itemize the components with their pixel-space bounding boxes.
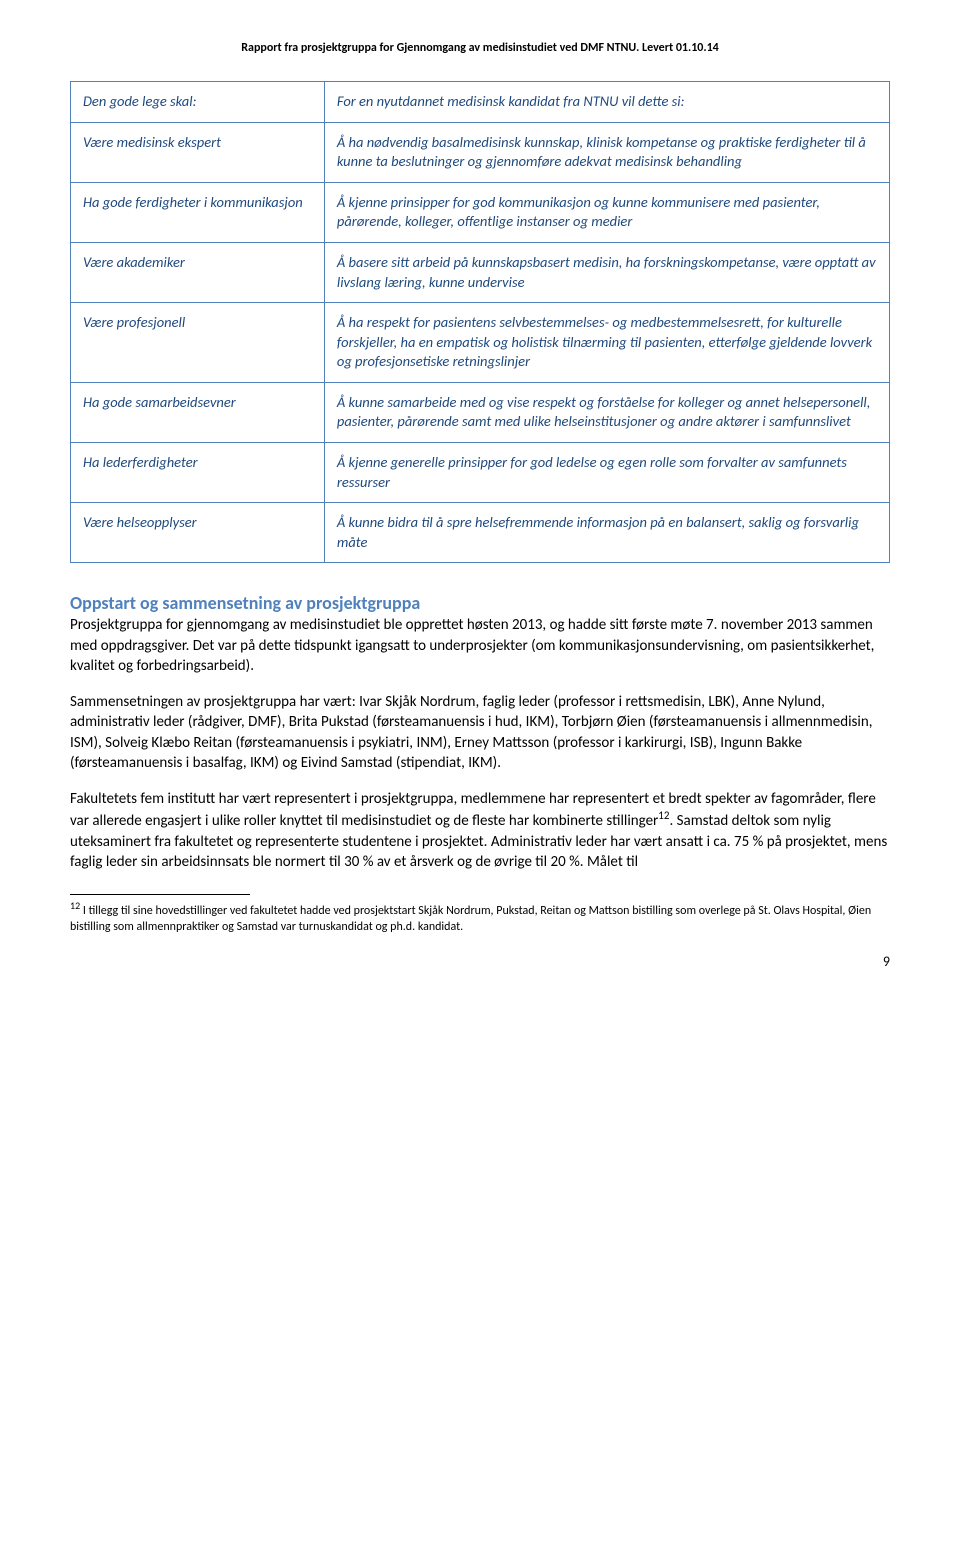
footnote-marker: 12 [70,899,80,912]
table-cell-left: Være medisinsk ekspert [71,122,325,182]
table-cell-left: Være akademiker [71,243,325,303]
footnote-12: 12 I tillegg til sine hovedstillinger ve… [70,899,890,935]
section-heading: Oppstart og sammensetning av prosjektgru… [70,592,420,614]
table-row: Den gode lege skal:For en nyutdannet med… [71,82,890,123]
table-row: Ha gode ferdigheter i kommunikasjonÅ kje… [71,182,890,242]
table-cell-left: Ha lederferdigheter [71,442,325,502]
footnote-ref-12: 12 [658,809,669,822]
footnote-divider [70,894,250,895]
table-cell-left: Være helseopplyser [71,503,325,563]
paragraph-3: Fakultetets fem institutt har vært repre… [70,789,890,872]
table-cell-right: For en nyutdannet medisinsk kandidat fra… [324,82,889,123]
table-cell-right: Å kunne bidra til å spre helsefremmende … [324,503,889,563]
table-cell-right: Å kjenne prinsipper for god kommunikasjo… [324,182,889,242]
table-row: Ha gode samarbeidsevnerÅ kunne samarbeid… [71,382,890,442]
page-header: Rapport fra prosjektgruppa for Gjennomga… [70,40,890,56]
table-row: Være akademikerÅ basere sitt arbeid på k… [71,243,890,303]
table-cell-right: Å ha respekt for pasientens selvbestemme… [324,303,889,383]
table-row: Ha lederferdigheterÅ kjenne generelle pr… [71,442,890,502]
footnote-text: I tillegg til sine hovedstillinger ved f… [70,904,871,934]
table-cell-right: Å kunne samarbeide med og vise respekt o… [324,382,889,442]
table-cell-right: Å kjenne generelle prinsipper for god le… [324,442,889,502]
table-cell-right: Å basere sitt arbeid på kunnskapsbasert … [324,243,889,303]
competencies-table: Den gode lege skal:For en nyutdannet med… [70,81,890,563]
page-number: 9 [70,953,890,972]
table-cell-right: Å ha nødvendig basalmedisinsk kunnskap, … [324,122,889,182]
table-cell-left: Ha gode samarbeidsevner [71,382,325,442]
table-cell-left: Ha gode ferdigheter i kommunikasjon [71,182,325,242]
paragraph-1: Prosjektgruppa for gjennomgang av medisi… [70,615,890,676]
table-row: Være profesjonellÅ ha respekt for pasien… [71,303,890,383]
table-row: Være helseopplyserÅ kunne bidra til å sp… [71,503,890,563]
paragraph-2: Sammensetningen av prosjektgruppa har væ… [70,692,890,773]
table-cell-left: Den gode lege skal: [71,82,325,123]
table-row: Være medisinsk ekspertÅ ha nødvendig bas… [71,122,890,182]
table-cell-left: Være profesjonell [71,303,325,383]
